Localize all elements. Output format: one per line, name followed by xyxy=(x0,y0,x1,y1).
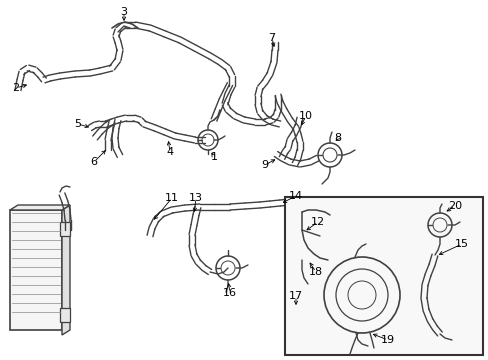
Text: 3: 3 xyxy=(120,7,127,17)
Text: 4: 4 xyxy=(166,147,173,157)
Text: 14: 14 xyxy=(288,191,303,201)
Text: 20: 20 xyxy=(447,201,461,211)
Text: 8: 8 xyxy=(334,133,341,143)
Text: 1: 1 xyxy=(210,152,217,162)
Text: 16: 16 xyxy=(223,288,237,298)
Bar xyxy=(285,197,482,355)
Text: 10: 10 xyxy=(298,111,312,121)
Text: 7: 7 xyxy=(268,33,275,43)
Text: 11: 11 xyxy=(164,193,179,203)
Bar xyxy=(60,222,70,236)
Text: 13: 13 xyxy=(189,193,203,203)
Text: 9: 9 xyxy=(261,160,268,170)
Bar xyxy=(10,210,62,330)
Text: 6: 6 xyxy=(90,157,97,167)
Bar xyxy=(60,308,70,322)
Text: 15: 15 xyxy=(454,239,468,249)
Text: 17: 17 xyxy=(288,291,303,301)
Polygon shape xyxy=(62,205,70,335)
Text: 18: 18 xyxy=(308,267,323,277)
Polygon shape xyxy=(10,205,70,210)
Text: 5: 5 xyxy=(74,119,81,129)
Text: 19: 19 xyxy=(380,335,394,345)
Text: 12: 12 xyxy=(310,217,325,227)
Text: 2: 2 xyxy=(12,83,20,93)
